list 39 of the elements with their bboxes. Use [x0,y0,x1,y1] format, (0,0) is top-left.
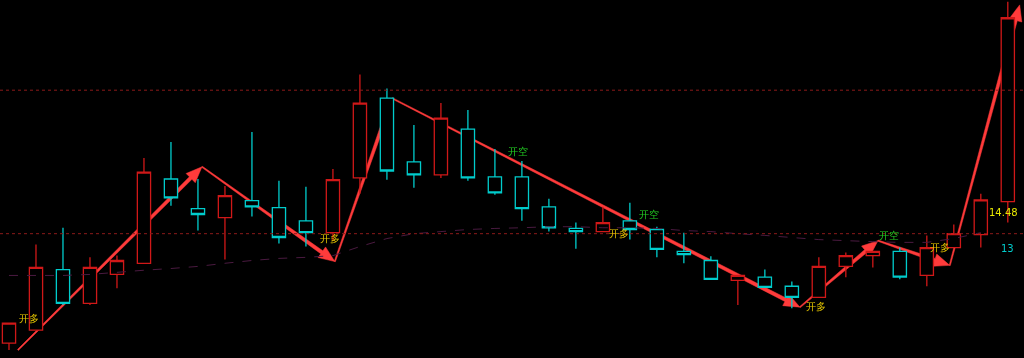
candlestick [82,256,98,306]
candlestick [244,131,260,218]
candlestick [811,256,827,299]
annotation: 开空 [639,209,659,220]
candlestick [460,109,476,182]
candlestick [784,280,800,309]
candlestick [703,255,719,280]
candlestick [136,157,152,264]
annotation: 开空 [508,146,528,157]
candlestick [649,226,665,259]
annotation: 开多 [609,228,629,239]
candlestick [838,251,854,278]
candlestick [757,268,773,288]
candlestick [190,178,206,232]
candlestick [514,160,530,222]
candlestick [541,198,557,233]
candlestick [730,274,746,306]
candlestick [28,243,44,331]
candlestick [676,231,692,264]
candlestick [973,192,989,249]
annotation: 开多 [320,233,340,244]
annotation: 开空 [879,230,899,241]
candlestick [271,180,287,245]
candlestick [217,185,233,261]
candlestick [568,221,584,250]
candlestick [55,227,71,306]
candlestick [892,246,908,280]
annotation: 13 [1001,243,1014,254]
candlestick [109,254,125,289]
annotation: 开多 [806,301,826,312]
candlestick [433,102,449,179]
candlestick [163,141,179,207]
candlestick [352,73,368,195]
annotation: 开多 [930,242,950,253]
candlestick [487,148,503,196]
candlestick [595,206,611,233]
candlestick [379,87,395,181]
candlestick [406,124,422,189]
candlestick [298,186,314,248]
